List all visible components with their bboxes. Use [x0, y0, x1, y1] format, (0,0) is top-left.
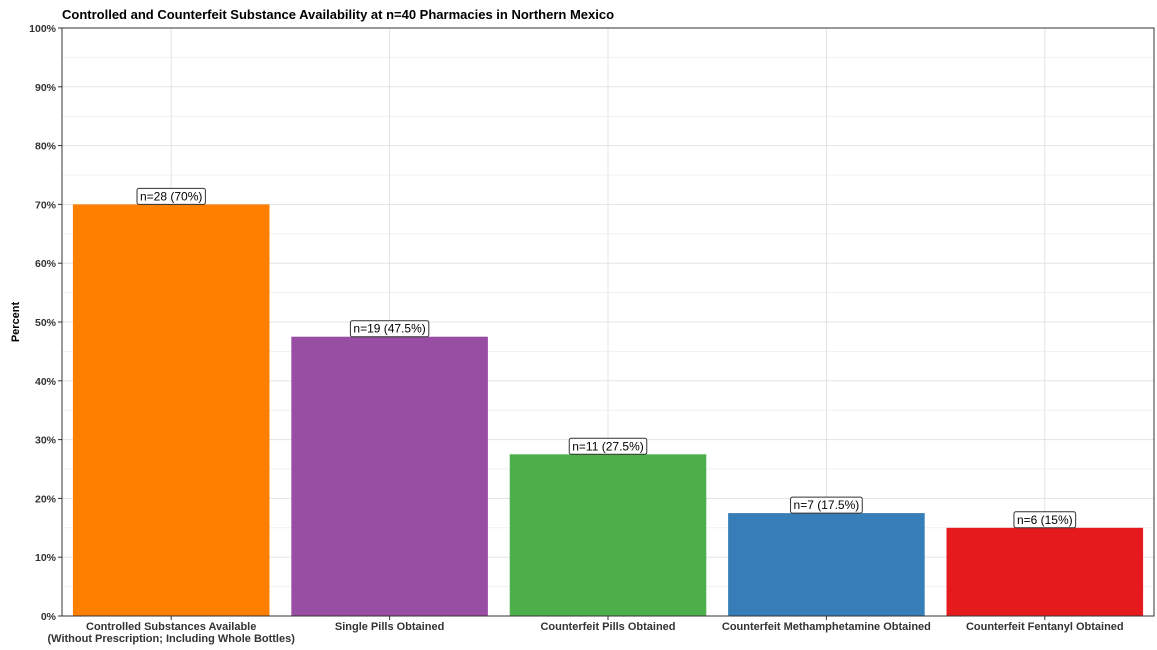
data-label-text: n=19 (47.5%): [353, 322, 425, 336]
x-tick-label: Counterfeit Methamphetamine Obtained: [722, 621, 931, 633]
bar: [72, 204, 270, 616]
y-tick-label: 80%: [35, 141, 57, 153]
bar: [728, 513, 925, 616]
data-label-text: n=7 (17.5%): [794, 498, 860, 512]
y-tick-label: 70%: [35, 199, 57, 211]
x-tick-label: (Without Prescription; Including Whole B…: [48, 633, 296, 645]
y-tick-label: 30%: [35, 435, 57, 447]
bars: [72, 204, 1144, 616]
data-label: n=6 (15%): [1013, 511, 1077, 529]
data-label: n=19 (47.5%): [349, 320, 430, 338]
data-label-box: [136, 187, 206, 205]
y-axis-ticks: 0% 10% 20% 30% 40% 50% 60% 70% 80% 90% 100%: [29, 23, 62, 623]
data-label-text: n=11 (27.5%): [572, 439, 644, 453]
bar: [509, 454, 707, 616]
data-label-box: [790, 496, 863, 514]
y-tick-label: 0%: [41, 611, 57, 623]
data-label-box: [1013, 511, 1077, 529]
x-tick-label: Counterfeit Fentanyl Obtained: [966, 621, 1124, 633]
x-tick-label: Controlled Substances Available: [86, 621, 256, 633]
x-tick-label: Single Pills Obtained: [335, 621, 444, 633]
data-label-text: n=6 (15%): [1017, 513, 1073, 527]
y-tick-label: 60%: [35, 258, 57, 270]
y-tick-label: 100%: [29, 23, 57, 35]
bar: [291, 336, 488, 616]
data-labels: n=28 (70%) n=19 (47.5%) n=11 (27.5%) n=7 (1…: [136, 187, 1077, 529]
x-axis-ticks: Controlled Substances Available(Without …: [48, 616, 1124, 645]
panel-border: [61, 27, 1155, 617]
data-label-box: [349, 320, 430, 338]
data-label-text: n=28 (70%): [140, 189, 202, 203]
y-tick-label: 20%: [35, 493, 57, 505]
y-tick-label: 90%: [35, 82, 57, 94]
y-tick-label: 50%: [35, 317, 57, 329]
data-label: n=7 (17.5%): [790, 496, 863, 514]
y-tick-label: 40%: [35, 376, 57, 388]
y-axis-label: Percent: [10, 301, 22, 342]
y-tick-label: 10%: [35, 552, 57, 564]
data-label: n=28 (70%): [136, 187, 206, 205]
x-tick-label: Counterfeit Pills Obtained: [540, 621, 675, 633]
bar: [946, 527, 1144, 616]
data-label: n=11 (27.5%): [568, 437, 648, 455]
chart-title: Controlled and Counterfeit Substance Ava…: [62, 7, 614, 22]
data-label-box: [568, 437, 648, 455]
